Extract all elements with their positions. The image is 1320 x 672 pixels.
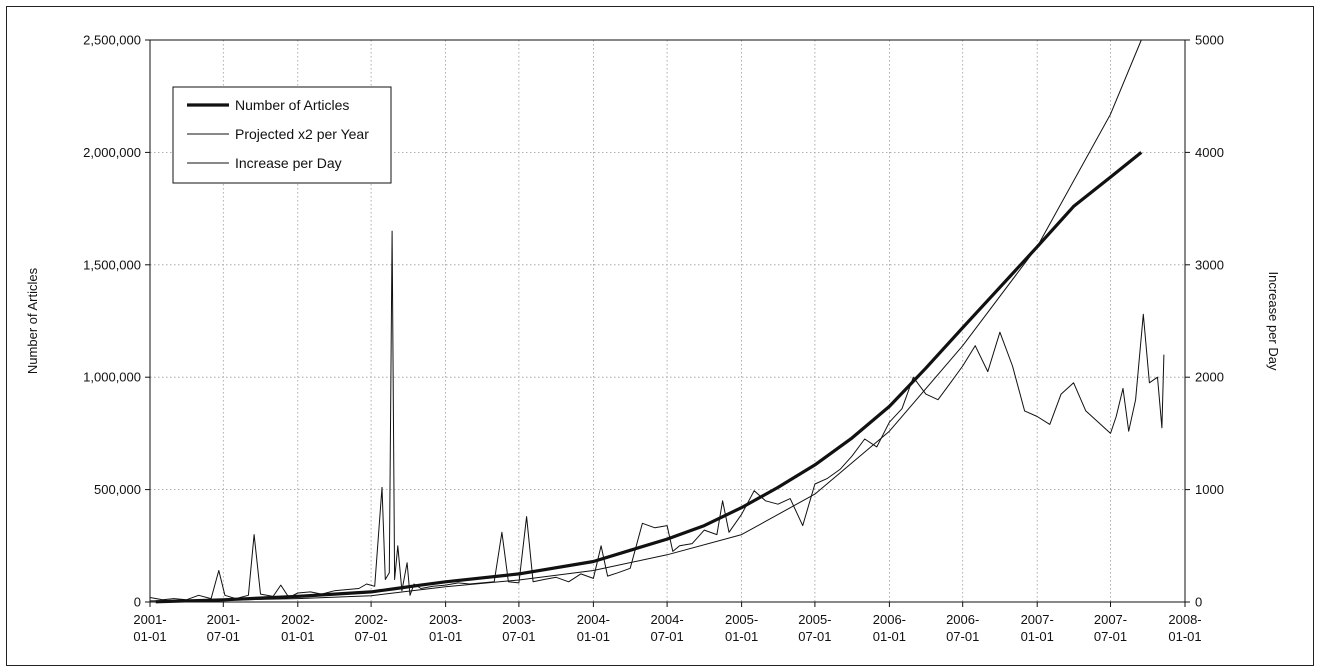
- x-tick-label-year: 2008-: [1168, 612, 1201, 627]
- legend-label-articles: Number of Articles: [235, 97, 349, 113]
- x-tick-label-date: 01-01: [429, 629, 462, 644]
- x-tick-label-year: 2005-: [798, 612, 831, 627]
- x-tick-label-date: 01-01: [1021, 629, 1054, 644]
- y-tick-label: 2,000,000: [83, 145, 141, 160]
- legend-label-projected: Projected x2 per Year: [235, 126, 369, 142]
- x-tick-label-date: 07-01: [207, 629, 240, 644]
- x-tick-label-year: 2004-: [577, 612, 610, 627]
- x-tick-label-date: 01-01: [725, 629, 758, 644]
- x-tick-label-year: 2003-: [502, 612, 535, 627]
- series-line-projected-x2-per-year: [149, 39, 1142, 602]
- x-tick-label-date: 07-01: [650, 629, 683, 644]
- x-tick-label-date: 07-01: [502, 629, 535, 644]
- y-tick-label: 2,500,000: [83, 33, 141, 48]
- x-tick-label-date: 01-01: [873, 629, 906, 644]
- x-tick-label-date: 07-01: [946, 629, 979, 644]
- x-tick-label-date: 01-01: [1168, 629, 1201, 644]
- x-tick-label-year: 2002-: [354, 612, 387, 627]
- legend-box: [172, 86, 392, 184]
- y-axis-title: Number of Articles: [25, 267, 40, 374]
- series-line-number-of-articles: [155, 151, 1143, 604]
- y2-axis-title: Increase per Day: [1266, 272, 1281, 371]
- y-tick-label: 500,000: [94, 482, 141, 497]
- y2-tick-label: 5000: [1195, 33, 1224, 48]
- y2-tick-label: 1000: [1195, 482, 1224, 497]
- x-tick-label-date: 01-01: [577, 629, 610, 644]
- y2-tick-label: 4000: [1195, 145, 1224, 160]
- legend: Number of Articles Projected x2 per Year…: [172, 86, 392, 184]
- y2-tick-label: 0: [1195, 595, 1202, 610]
- x-tick-label-date: 07-01: [798, 629, 831, 644]
- y-axis-left: 0 500,000 1,000,000 1,500,000 2,000,000 2,500…: [83, 33, 150, 610]
- x-tick-label-date: 01-01: [133, 629, 166, 644]
- y-tick-label: 1,500,000: [83, 257, 141, 272]
- x-tick-label-year: 2006-: [873, 612, 906, 627]
- series-layer: [149, 39, 1165, 604]
- x-tick-label-year: 2004-: [650, 612, 683, 627]
- x-tick-label-date: 07-01: [354, 629, 387, 644]
- y-tick-label: 0: [134, 595, 141, 610]
- x-tick-label-year: 2007-: [1094, 612, 1127, 627]
- x-tick-label-year: 2005-: [725, 612, 758, 627]
- x-tick-label-year: 2001-: [133, 612, 166, 627]
- x-tick-label-year: 2003-: [429, 612, 462, 627]
- x-axis: 2001- 01-01 2001- 07-01 2002- 01-01 2002- 07-01…: [133, 602, 1202, 644]
- x-tick-label-date: 07-01: [1094, 629, 1127, 644]
- x-tick-label-date: 01-01: [281, 629, 314, 644]
- x-tick-label-year: 2006-: [946, 612, 979, 627]
- x-tick-label-year: 2001-: [207, 612, 240, 627]
- chart-frame: 0 500,000 1,000,000 1,500,000 2,000,000 2,500…: [6, 6, 1314, 666]
- series-line-increase-per-day: [149, 230, 1165, 601]
- x-tick-label-year: 2007-: [1021, 612, 1054, 627]
- y-tick-label: 1,000,000: [83, 370, 141, 385]
- y-axis-right: 0 1000 2000 3000 4000 5000: [1185, 33, 1224, 610]
- chart-svg: 0 500,000 1,000,000 1,500,000 2,000,000 2,500…: [25, 33, 1281, 645]
- y2-tick-label: 2000: [1195, 370, 1224, 385]
- y2-tick-label: 3000: [1195, 257, 1224, 272]
- legend-label-increase: Increase per Day: [235, 155, 342, 171]
- x-tick-label-year: 2002-: [281, 612, 314, 627]
